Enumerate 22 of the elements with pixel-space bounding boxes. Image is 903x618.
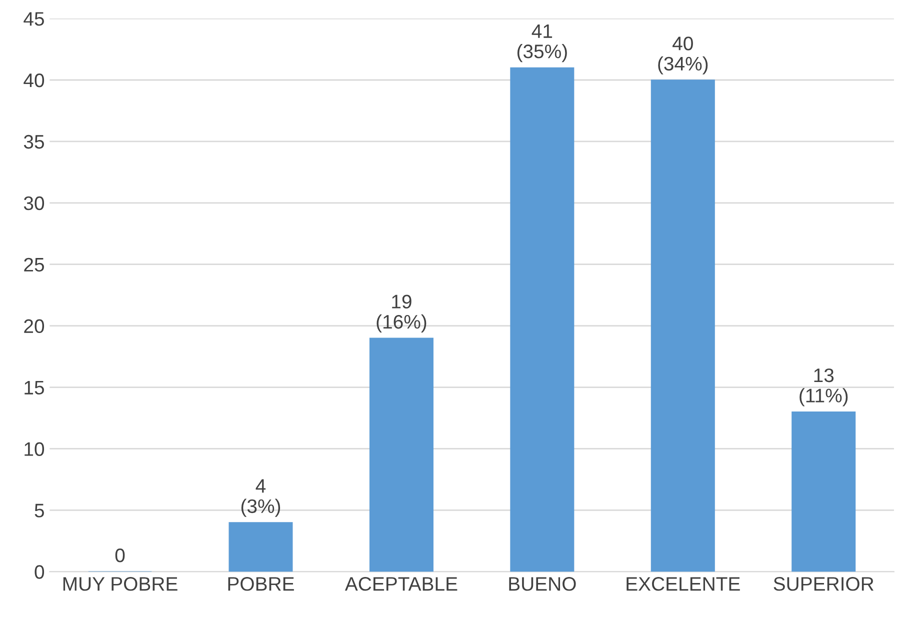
y-tick-label: 15 [24, 380, 44, 395]
data-label: 13 (11%) [800, 368, 848, 406]
data-label: 40 (34%) [658, 36, 708, 74]
x-tick-label: MUY POBRE [63, 577, 178, 591]
data-label: 0 [115, 548, 125, 562]
x-tick-label: EXCELENTE [626, 577, 740, 591]
y-tick-label: 25 [24, 258, 44, 272]
y-tick-label: 30 [24, 196, 44, 210]
y-tick-label: 20 [24, 319, 44, 334]
data-label: 41 (35%) [517, 24, 567, 62]
y-tick-label: 35 [24, 134, 44, 149]
y-tick-label: 5 [34, 504, 44, 518]
y-tick-label: 10 [24, 442, 44, 456]
x-tick-label: POBRE [228, 577, 294, 591]
x-tick-label: BUENO [509, 577, 576, 591]
y-tick-label: 40 [24, 73, 44, 88]
data-label: 4 (3%) [241, 479, 280, 517]
y-tick-label: 0 [34, 565, 44, 579]
y-tick-label: 45 [24, 12, 44, 26]
x-tick-label: ACEPTABLE [344, 577, 458, 591]
data-label: 19 (16%) [376, 294, 426, 333]
x-tick-label: SUPERIOR [774, 577, 874, 591]
